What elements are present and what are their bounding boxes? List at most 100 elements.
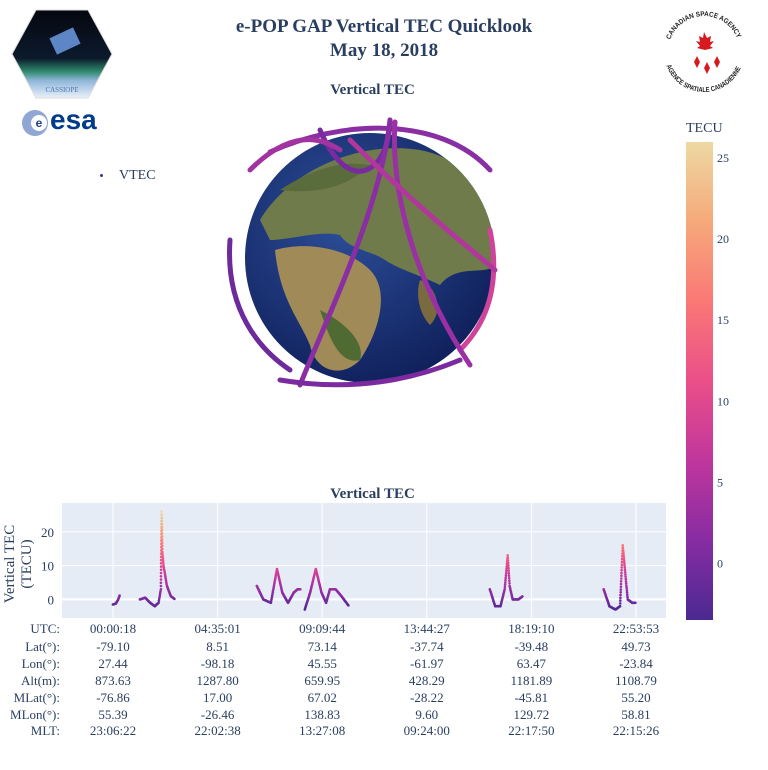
row-label: Lat(°): <box>25 639 60 654</box>
table-cell: 09:24:00 <box>403 723 450 738</box>
orbit-tracks <box>227 117 498 388</box>
tec-point <box>507 566 510 570</box>
tec-point <box>505 567 508 571</box>
row-label: UTC: <box>30 621 60 636</box>
table-cell: 73.14 <box>307 639 337 654</box>
tec-point <box>160 535 164 538</box>
table-cell: 1287.80 <box>196 673 239 688</box>
row-label: Lon(°): <box>21 656 60 671</box>
tec-point <box>620 571 623 575</box>
tec-point <box>299 588 302 591</box>
x-tick-label: 09:09:44 <box>299 621 346 636</box>
tec-point <box>159 558 163 562</box>
tec-point <box>159 584 163 588</box>
chart-title: Vertical TEC <box>330 486 415 502</box>
tec-point <box>503 585 507 589</box>
tec-point <box>625 591 629 594</box>
globe-land <box>260 148 495 371</box>
tec-point <box>347 604 350 607</box>
colorbar-tick-label: 5 <box>717 475 723 489</box>
table-cell: 63.47 <box>516 656 547 671</box>
tec-point <box>620 574 623 577</box>
pass-series-1 <box>111 594 121 606</box>
table-cell: 55.20 <box>621 690 651 705</box>
tec-point <box>160 538 164 541</box>
table-cell: 27.44 <box>98 656 128 671</box>
x-tick-label: 00:00:18 <box>89 621 137 636</box>
colorbar-gradient <box>686 142 713 620</box>
table-cell: 138.83 <box>304 707 341 722</box>
tec-point <box>621 548 625 552</box>
table-cell: 49.73 <box>621 639 651 654</box>
tec-point <box>160 513 163 516</box>
tec-point <box>620 566 623 569</box>
tec-point <box>507 577 511 580</box>
csa-logo: CANADIAN SPACE AGENCY AGENCE SPATIALE CA… <box>664 11 742 94</box>
table-cell: 1108.79 <box>615 673 657 688</box>
tec-point <box>161 550 164 554</box>
table-cell: 67.02 <box>307 690 337 705</box>
table-cell: 129.72 <box>513 707 550 722</box>
tec-point <box>160 522 164 526</box>
table-cell: 9.60 <box>415 707 439 722</box>
tec-point <box>159 562 163 565</box>
table-cell: -79.10 <box>96 639 130 654</box>
tec-point <box>508 579 511 583</box>
tec-point <box>504 581 507 584</box>
table-cell: 22:15:26 <box>612 723 660 738</box>
table-cell: 45.55 <box>307 656 337 671</box>
tec-point <box>508 582 511 585</box>
tec-point <box>162 562 165 565</box>
table-cell: 659.95 <box>304 673 341 688</box>
tec-point <box>503 588 507 591</box>
tec-point <box>623 571 627 574</box>
tec-point <box>620 568 623 572</box>
table-cell: 17.00 <box>202 690 233 705</box>
legend-item-vtec[interactable]: VTEC <box>100 168 156 184</box>
table-cell: -61.97 <box>410 656 444 671</box>
row-label: Alt(m): <box>21 673 60 688</box>
pass-series-6 <box>602 544 637 611</box>
tec-point <box>623 564 626 567</box>
colorbar-tick-label: 0 <box>717 556 723 570</box>
colorbar: 0 5 10 15 20 25 <box>686 142 729 620</box>
table-cell: -37.74 <box>410 639 444 654</box>
globe-plot[interactable] <box>220 110 520 400</box>
tec-point <box>160 510 163 513</box>
tec-point <box>506 559 510 562</box>
tec-point <box>626 595 629 599</box>
tec-point <box>623 562 626 565</box>
tec-point <box>160 516 163 519</box>
tec-point <box>157 601 160 605</box>
table-cell: -39.48 <box>514 639 549 654</box>
tec-point <box>161 555 165 558</box>
tec-point <box>504 576 508 580</box>
table-cell: 13:27:08 <box>299 723 346 738</box>
colorbar-tick-label: 15 <box>717 313 729 327</box>
tec-point <box>506 561 510 565</box>
tec-point <box>160 532 164 535</box>
x-tick-label: 13:44:27 <box>403 621 450 636</box>
tec-point <box>619 591 622 594</box>
tec-point <box>507 571 511 575</box>
x-tick-label: 22:53:53 <box>612 621 660 636</box>
tec-chart[interactable]: 0 10 20 <box>0 495 680 625</box>
tec-point <box>626 593 629 597</box>
tec-point <box>521 595 524 598</box>
tec-point <box>504 578 507 582</box>
tec-point <box>623 566 627 570</box>
tec-point <box>503 583 507 586</box>
tec-point <box>504 574 508 577</box>
tec-point <box>621 544 624 547</box>
tec-point <box>505 569 508 573</box>
tec-point <box>625 584 628 588</box>
tec-point <box>622 550 625 554</box>
tec-point <box>620 563 624 566</box>
tec-point <box>619 588 623 591</box>
tec-point <box>506 554 510 557</box>
tec-point <box>159 578 163 581</box>
table-cell: 58.81 <box>621 707 651 722</box>
table-cell: -76.86 <box>96 690 130 705</box>
svg-text:e: e <box>36 116 43 130</box>
